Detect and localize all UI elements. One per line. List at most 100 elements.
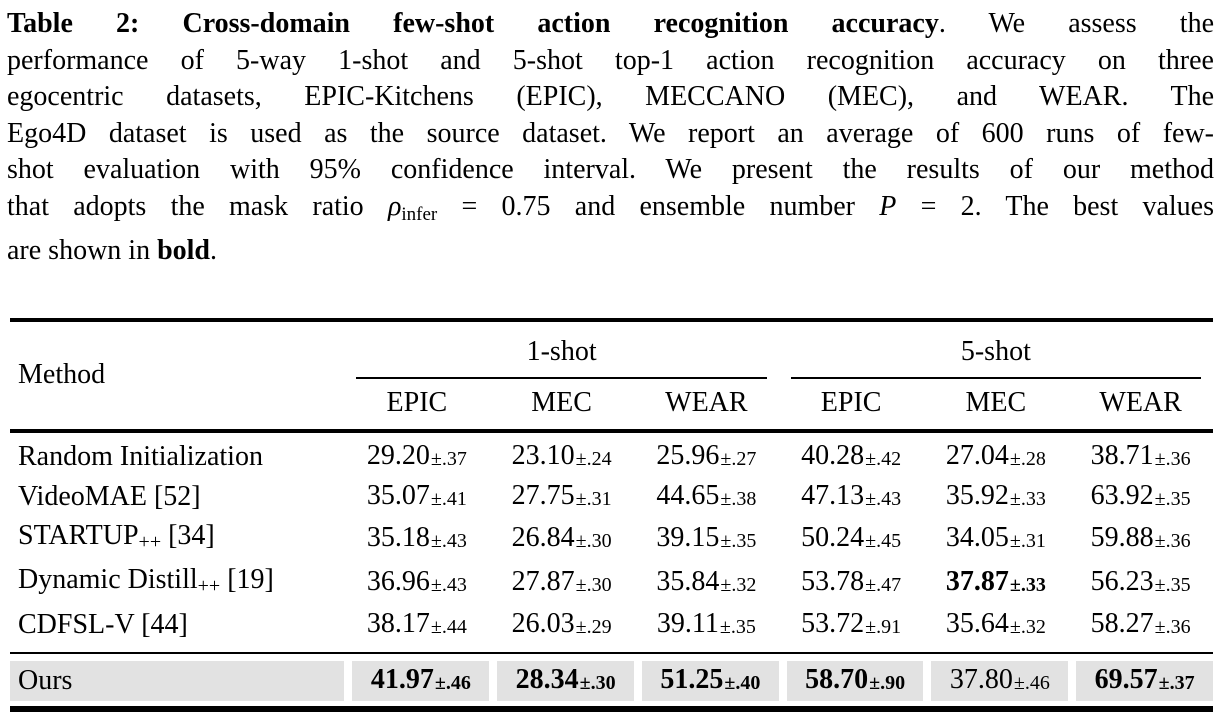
accuracy-value: 69.57	[1094, 663, 1158, 695]
accuracy-value: 50.24	[801, 521, 865, 553]
value-cell: 25.96±.27	[634, 433, 779, 477]
method-name: Random Initialization	[18, 440, 263, 472]
accuracy-value: 38.71	[1090, 439, 1154, 471]
value-cell: 35.18±.43	[344, 517, 489, 561]
accuracy-value: 63.92	[1090, 479, 1154, 511]
value-cell: 69.57±.37	[1068, 653, 1213, 706]
caption-text: that adopts the mask ratio	[7, 190, 388, 222]
confidence-interval: ±.47	[865, 573, 902, 596]
accuracy-value: 27.04	[945, 439, 1009, 471]
accuracy-value: 41.97	[370, 663, 434, 695]
table-row: STARTUP++ [34] 35.18±.43 26.84±.30 39.15±.3…	[10, 517, 1213, 561]
accuracy-value: 58.70	[805, 663, 869, 695]
confidence-interval: ±.31	[575, 487, 612, 510]
confidence-interval: ±.40	[724, 671, 761, 694]
table-row: VideoMAE [52] 35.07±.41 27.75±.31 44.65±.38…	[10, 477, 1213, 517]
value-cell: 35.07±.41	[344, 477, 489, 517]
confidence-interval: ±.38	[720, 487, 757, 510]
caption-text: = 2. The best values	[896, 190, 1214, 222]
confidence-interval: ±.32	[1009, 615, 1046, 638]
confidence-interval: ±.35	[719, 615, 756, 638]
table-caption: Table 2: Cross-domain few-shot action re…	[7, 6, 1214, 270]
caption-text: shot evaluation with 95% confidence inte…	[7, 154, 1214, 185]
caption-text: infer	[401, 203, 438, 225]
value-cell: 27.75±.31	[489, 477, 634, 517]
confidence-interval: ±.35	[1154, 573, 1191, 596]
caption-text: ρ	[387, 190, 402, 222]
method-name: Dynamic Distill	[18, 563, 198, 595]
method-cell: STARTUP++ [34]	[10, 517, 344, 561]
value-cell: 59.88±.36	[1068, 517, 1213, 561]
accuracy-value: 39.11	[656, 607, 719, 639]
value-cell: 58.70±.90	[778, 653, 924, 706]
caption-text: are shown in	[7, 235, 158, 266]
accuracy-value: 35.84	[656, 565, 720, 597]
accuracy-value: 37.87	[945, 565, 1009, 597]
confidence-interval: ±.43	[430, 573, 467, 596]
accuracy-value: 29.20	[366, 439, 430, 471]
confidence-interval: ±.46	[434, 671, 471, 694]
column-header-wear-5shot: WEAR	[1068, 379, 1213, 433]
method-subscript: ++	[197, 574, 221, 597]
accuracy-value: 53.72	[801, 607, 865, 639]
accuracy-value: 35.07	[366, 479, 430, 511]
value-cell: 35.64±.32	[923, 605, 1069, 654]
confidence-interval: ±.36	[1154, 447, 1191, 470]
accuracy-value: 59.88	[1090, 521, 1154, 553]
table-row: Dynamic Distill++ [19] 36.96±.43 27.87±.30…	[10, 561, 1213, 605]
caption-bold-text: bold	[157, 235, 211, 266]
column-header-mec-1shot: MEC	[489, 379, 634, 433]
accuracy-value: 25.96	[656, 439, 720, 471]
column-header-epic-5shot: EPIC	[778, 379, 924, 433]
confidence-interval: ±.41	[430, 487, 467, 510]
caption-text: Ego4D dataset is used as the source data…	[7, 117, 1214, 149]
confidence-interval: ±.46	[1013, 671, 1050, 694]
group-label-5shot: 5-shot	[960, 335, 1031, 367]
column-header-wear-1shot: WEAR	[633, 379, 779, 433]
sub-header-row: EPIC MEC WEAR EPIC MEC WEAR	[10, 379, 1213, 433]
confidence-interval: ±.33	[1009, 573, 1046, 596]
table-body: Random Initialization 29.20±.37 23.10±.24 2…	[10, 433, 1213, 706]
table-header: Method 1-shot 5-shot EPIC MEC WEAR EPIC MEC W…	[10, 322, 1213, 433]
caption-text: . We assess the	[938, 8, 1214, 39]
method-cell: Random Initialization	[10, 433, 344, 477]
accuracy-value: 27.75	[511, 479, 575, 511]
table-row-ours: Ours 41.97±.46 28.34±.30 51.25±.40 58.70±.90…	[10, 653, 1213, 706]
value-cell: 23.10±.24	[489, 433, 634, 477]
value-cell: 63.92±.35	[1068, 477, 1213, 517]
method-name: CDFSL-V	[18, 608, 135, 640]
caption-bold-text: Table 2: Cross-domain few-shot action re…	[7, 8, 939, 39]
accuracy-value: 37.80	[949, 663, 1013, 695]
accuracy-value: 47.13	[801, 479, 865, 511]
value-cell: 26.84±.30	[489, 517, 634, 561]
column-header-mec-5shot: MEC	[923, 379, 1069, 433]
method-name: VideoMAE	[18, 480, 147, 512]
caption-line: Table 2: Cross-domain few-shot action re…	[7, 6, 1214, 43]
value-cell: 44.65±.38	[634, 477, 779, 517]
value-cell: 28.34±.30	[489, 653, 634, 706]
value-cell: 35.84±.32	[634, 561, 779, 605]
value-cell: 50.24±.45	[779, 517, 924, 561]
caption-line: are shown in bold.	[7, 233, 1214, 270]
value-cell: 51.25±.40	[633, 653, 779, 706]
caption-text: = 0.75 and ensemble number	[437, 190, 880, 222]
confidence-interval: ±.24	[575, 447, 612, 470]
caption-line: egocentric datasets, EPIC-Kitchens (EPIC…	[7, 79, 1214, 116]
method-citation: [19]	[220, 563, 274, 595]
value-cell: 53.72±.91	[778, 605, 924, 654]
method-citation: [44]	[134, 608, 188, 640]
value-cell: 40.28±.42	[779, 433, 924, 477]
table-container: Method 1-shot 5-shot EPIC MEC WEAR EPIC MEC W…	[10, 317, 1213, 712]
value-cell: 47.13±.43	[779, 477, 924, 517]
caption-text: .	[210, 235, 218, 266]
accuracy-value: 26.84	[511, 521, 575, 553]
column-header-method: Method	[10, 322, 345, 433]
confidence-interval: ±.43	[865, 487, 902, 510]
table-row: CDFSL-V [44] 38.17±.44 26.03±.29 39.11±.35 5…	[10, 605, 1213, 654]
method-cell: CDFSL-V [44]	[10, 605, 345, 654]
caption-text: performance of 5-way 1-shot and 5-shot t…	[7, 44, 1214, 76]
confidence-interval: ±.35	[720, 529, 757, 552]
accuracy-value: 39.15	[656, 521, 720, 553]
confidence-interval: ±.28	[1009, 447, 1046, 470]
confidence-interval: ±.36	[1154, 615, 1191, 638]
